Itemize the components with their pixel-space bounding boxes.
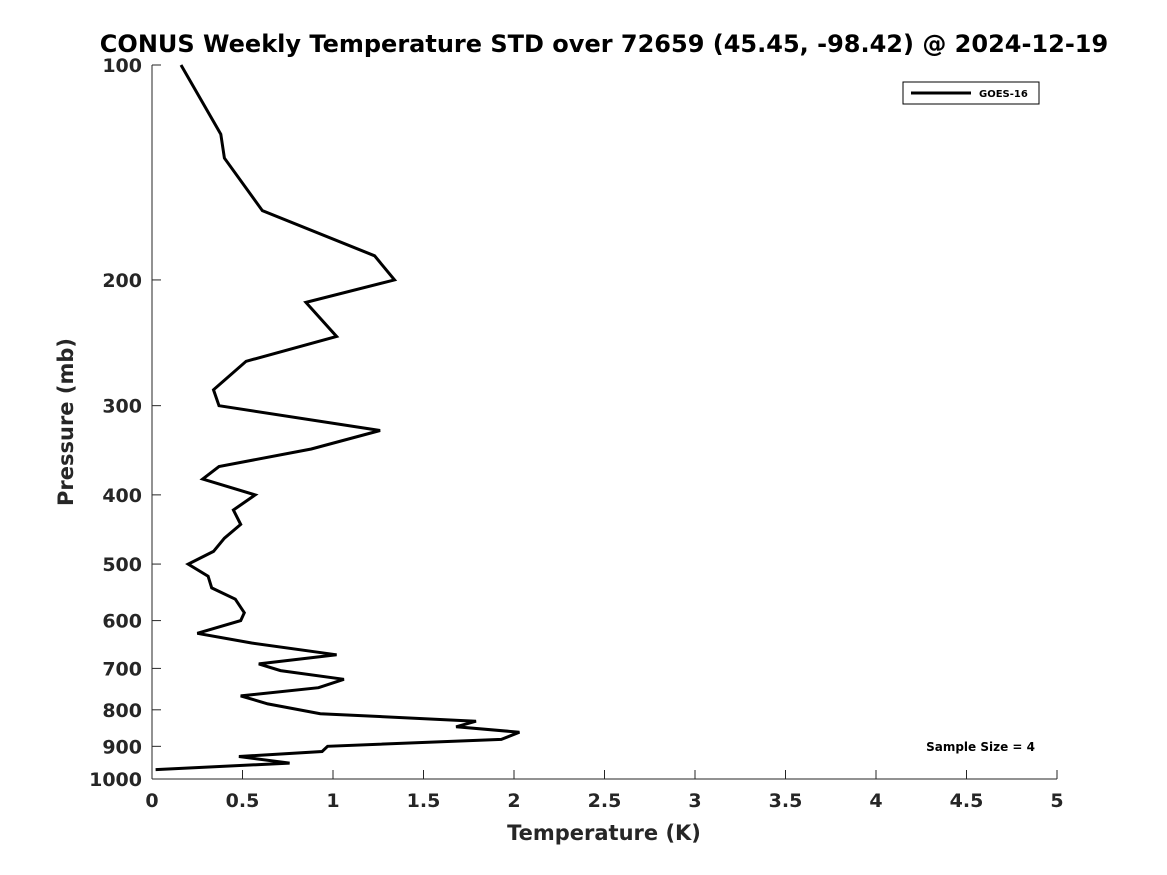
plot-area: 0 0.5 1 1.5 2 2.5 3 3.5 4 4.5 5 100 200 300 400 500 600…	[89, 55, 1064, 812]
series-line-goes-16	[155, 64, 520, 772]
x-tick-label: 0	[145, 790, 158, 812]
y-tick-label: 600	[102, 611, 142, 633]
x-tick-label: 4	[869, 790, 882, 812]
y-tick-label: 500	[102, 554, 142, 576]
sample-size-annotation: Sample Size = 4	[926, 740, 1035, 754]
x-tick-label: 1	[326, 790, 339, 812]
x-ticks: 0 0.5 1 1.5 2 2.5 3 3.5 4 4.5 5	[145, 770, 1064, 812]
y-tick-label: 100	[102, 55, 142, 77]
x-tick-label: 1.5	[407, 790, 441, 812]
chart-title: CONUS Weekly Temperature STD over 72659 …	[100, 30, 1108, 58]
x-tick-label: 3.5	[769, 790, 803, 812]
y-tick-label: 700	[102, 658, 142, 680]
y-ticks: 100 200 300 400 500 600 700 800 900 1000	[89, 55, 161, 791]
legend-label: GOES-16	[979, 89, 1028, 100]
y-tick-label: 800	[102, 700, 142, 722]
x-tick-label: 2.5	[588, 790, 622, 812]
x-tick-label: 0.5	[226, 790, 260, 812]
y-axis-label: Pressure (mb)	[54, 338, 78, 506]
x-tick-label: 2	[507, 790, 520, 812]
y-tick-label: 1000	[89, 769, 142, 791]
y-tick-label: 200	[102, 270, 142, 292]
y-tick-label: 900	[102, 736, 142, 758]
x-axis-label: Temperature (K)	[507, 821, 701, 845]
x-tick-label: 5	[1050, 790, 1063, 812]
y-tick-label: 400	[102, 485, 142, 507]
x-tick-label: 4.5	[950, 790, 984, 812]
x-tick-label: 3	[688, 790, 701, 812]
legend: GOES-16	[902, 81, 1040, 105]
y-tick-label: 300	[102, 396, 142, 418]
